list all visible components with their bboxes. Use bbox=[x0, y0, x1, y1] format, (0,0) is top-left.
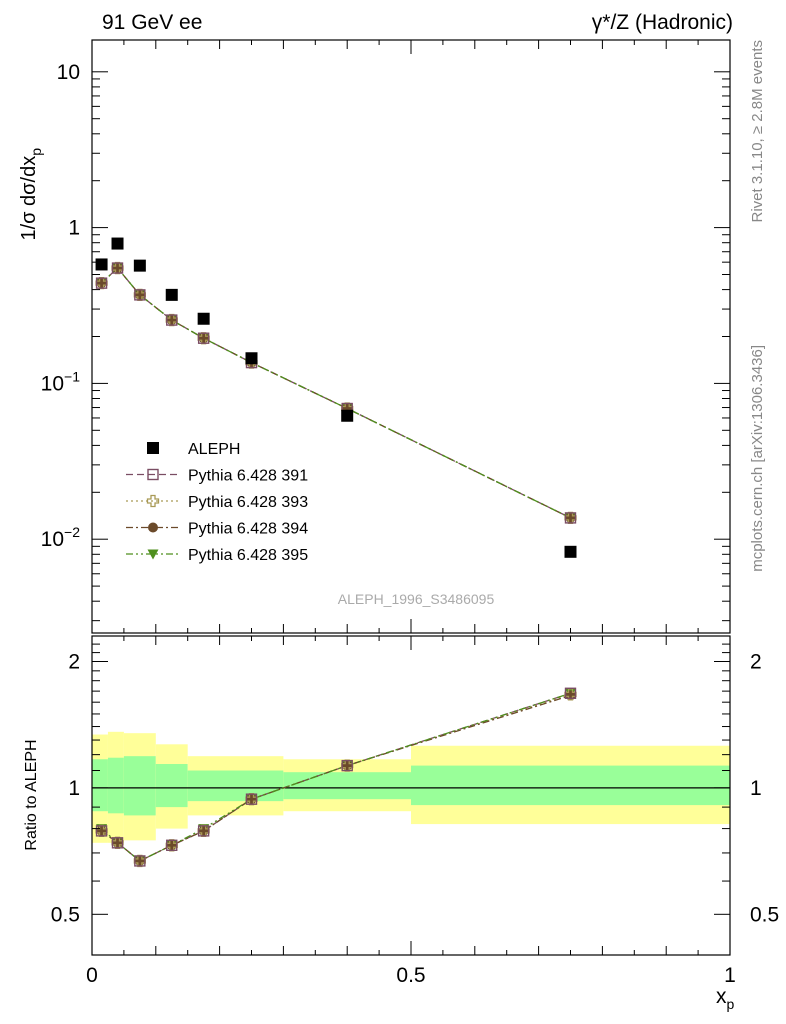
ratio-point-s391 bbox=[166, 839, 178, 851]
watermark-label: ALEPH_1996_S3486095 bbox=[338, 591, 495, 607]
ratio-ylabel: Ratio to ALEPH bbox=[23, 739, 40, 850]
header-right-label: γ*/Z (Hadronic) bbox=[592, 11, 733, 34]
legend-marker-s393 bbox=[146, 494, 160, 508]
main-point-s391 bbox=[134, 289, 146, 301]
header-left-label: 91 GeV ee bbox=[102, 11, 202, 34]
main-point-data bbox=[133, 259, 146, 272]
main-line-s395 bbox=[101, 267, 571, 519]
main-point-data bbox=[564, 545, 577, 558]
legend-marker-data bbox=[147, 442, 159, 454]
ratio-uncertainty-bands bbox=[92, 731, 730, 843]
ratio-point-s391 bbox=[197, 825, 210, 837]
ratio-series-markers bbox=[95, 687, 577, 868]
main-point-s394 bbox=[96, 278, 107, 289]
rivet-label: Rivet 3.1.10, ≥ 2.8M events bbox=[749, 40, 766, 223]
main-y-tick-label-3: 10 bbox=[57, 61, 80, 84]
band-inner-3 bbox=[155, 764, 188, 808]
ratio-point-s391 bbox=[245, 793, 258, 805]
main-frame-rect bbox=[91, 39, 731, 634]
main-point-data bbox=[197, 312, 210, 325]
ratio-point-s391 bbox=[564, 687, 577, 699]
legend-label-s393: Pythia 6.428 393 bbox=[188, 494, 308, 511]
ratio-point-s394 bbox=[198, 825, 209, 836]
band-inner-0 bbox=[92, 759, 108, 812]
main-panel-frame bbox=[91, 39, 731, 634]
main-y-tick-label-1: 10−1 bbox=[41, 368, 81, 395]
main-point-s391 bbox=[111, 262, 124, 274]
axis-ticks: 0 0.5 1 10−2 10−1 1 10 0.5 0.5 1 1 2 2 bbox=[41, 40, 779, 987]
legend-marker-s395 bbox=[147, 549, 159, 560]
main-line-s394 bbox=[101, 267, 571, 519]
ratio-y-tick-label-right-1: 1 bbox=[750, 777, 762, 800]
ratio-point-s391 bbox=[134, 855, 146, 867]
ratio-y-tick-label-left-1: 1 bbox=[68, 777, 80, 800]
main-point-s391 bbox=[95, 277, 108, 289]
main-point-data bbox=[341, 409, 354, 422]
ratio-point-s391 bbox=[341, 759, 353, 772]
band-inner-1 bbox=[107, 757, 124, 814]
main-point-s394 bbox=[166, 315, 177, 326]
ratio-point-s394 bbox=[166, 840, 177, 851]
ratio-point-s391 bbox=[95, 825, 108, 837]
legend: ALEPH Pythia 6.428 391 Pythia 6.428 393 Pyt… bbox=[126, 441, 308, 564]
main-point-data bbox=[165, 288, 178, 301]
x-tick-label-0: 0 bbox=[86, 964, 98, 987]
main-point-s391 bbox=[166, 314, 178, 326]
band-inner-6 bbox=[411, 765, 730, 806]
ratio-y-tick-label-right-2: 2 bbox=[750, 650, 762, 673]
main-y-tick-label-2: 1 bbox=[68, 217, 80, 240]
ratio-point-s394 bbox=[246, 794, 257, 805]
main-point-s394 bbox=[134, 289, 145, 300]
legend-marker-s391 bbox=[147, 468, 159, 481]
band-inner-5 bbox=[283, 772, 411, 800]
main-series-markers bbox=[95, 237, 577, 558]
main-ylabel: 1/σ dσ/dxp bbox=[18, 148, 44, 241]
ratio-y-tick-label-right-0: 0.5 bbox=[750, 903, 779, 926]
legend-label-data: ALEPH bbox=[188, 441, 240, 458]
band-inner-4 bbox=[187, 770, 284, 802]
legend-label-s391: Pythia 6.428 391 bbox=[188, 468, 308, 485]
main-point-s394 bbox=[112, 263, 123, 274]
main-point-data bbox=[245, 352, 258, 365]
main-ylabel-text: 1/σ dσ/dx bbox=[18, 156, 40, 241]
main-line-s391 bbox=[101, 267, 571, 519]
ratio-y-tick-label-left-2: 2 bbox=[68, 650, 80, 673]
main-point-s391 bbox=[197, 332, 210, 344]
xlabel: xp bbox=[716, 985, 735, 1012]
x-tick-label-1: 0.5 bbox=[396, 964, 425, 987]
ratio-point-s394 bbox=[342, 760, 353, 771]
legend-label-s394: Pythia 6.428 394 bbox=[188, 521, 308, 538]
main-series-lines bbox=[101, 267, 571, 519]
ratio-point-s391 bbox=[111, 837, 124, 849]
main-point-data bbox=[111, 237, 124, 250]
main-ylabel-sub: p bbox=[28, 148, 44, 156]
ratio-point-s394 bbox=[112, 837, 123, 848]
ratio-y-tick-label-left-0: 0.5 bbox=[51, 903, 80, 926]
legend-label-s395: Pythia 6.428 395 bbox=[188, 547, 308, 564]
ratio-point-s394 bbox=[134, 855, 145, 866]
band-inner-2 bbox=[123, 756, 156, 816]
xlabel-sub: p bbox=[727, 996, 735, 1012]
main-y-tick-label-0: 10−2 bbox=[41, 524, 81, 551]
xlabel-text: x bbox=[716, 985, 727, 1008]
mcplots-label: mcplots.cern.ch [arXiv:1306.3436] bbox=[749, 345, 766, 572]
main-point-s391 bbox=[564, 512, 577, 524]
main-point-s394 bbox=[565, 512, 576, 523]
ratio-point-s394 bbox=[96, 825, 107, 836]
main-line-s393 bbox=[101, 267, 571, 519]
main-point-data bbox=[95, 258, 108, 271]
legend-marker-s394 bbox=[148, 522, 158, 533]
x-tick-label-2: 1 bbox=[724, 964, 736, 987]
main-point-s394 bbox=[198, 333, 209, 344]
